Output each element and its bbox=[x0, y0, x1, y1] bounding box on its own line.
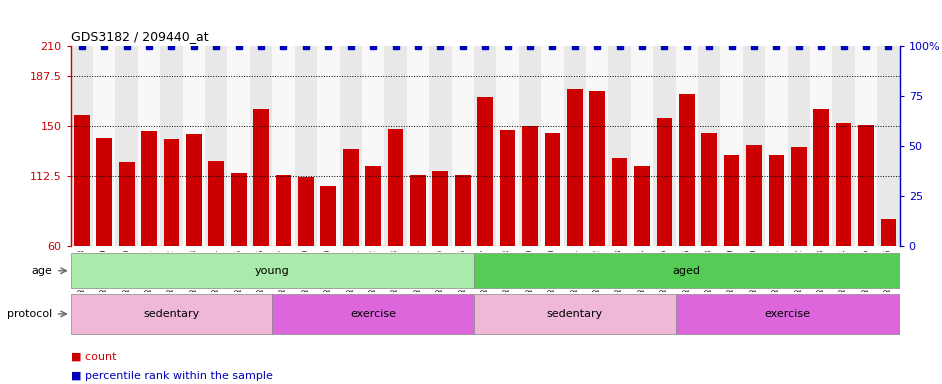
Bar bbox=[698, 46, 721, 246]
Bar bbox=[71, 46, 93, 246]
Bar bbox=[544, 132, 560, 326]
Bar bbox=[253, 109, 268, 326]
Bar bbox=[276, 175, 291, 326]
Bar bbox=[339, 46, 362, 246]
Bar bbox=[474, 294, 675, 334]
Bar bbox=[791, 147, 806, 326]
Bar bbox=[141, 131, 157, 326]
Bar bbox=[675, 46, 698, 246]
Bar bbox=[657, 118, 673, 326]
Text: exercise: exercise bbox=[765, 309, 810, 319]
Bar bbox=[496, 46, 519, 246]
Bar bbox=[563, 46, 586, 246]
Bar bbox=[522, 126, 538, 326]
Text: aged: aged bbox=[673, 266, 701, 276]
Bar bbox=[702, 132, 717, 326]
Bar bbox=[74, 115, 89, 326]
Bar bbox=[138, 46, 160, 246]
Bar bbox=[295, 46, 317, 246]
Bar bbox=[186, 134, 202, 326]
Bar bbox=[519, 46, 541, 246]
Bar bbox=[410, 175, 426, 326]
Bar bbox=[365, 166, 381, 326]
Bar bbox=[609, 46, 631, 246]
Bar bbox=[810, 46, 833, 246]
Text: GDS3182 / 209440_at: GDS3182 / 209440_at bbox=[71, 30, 208, 43]
Text: ■ percentile rank within the sample: ■ percentile rank within the sample bbox=[71, 371, 272, 381]
Bar bbox=[432, 171, 448, 326]
Bar bbox=[388, 129, 403, 326]
Bar bbox=[71, 294, 272, 334]
Bar bbox=[227, 46, 250, 246]
Bar bbox=[746, 145, 762, 326]
Bar bbox=[71, 253, 474, 288]
Bar bbox=[474, 46, 496, 246]
Bar bbox=[813, 109, 829, 326]
Bar bbox=[631, 46, 653, 246]
Text: protocol: protocol bbox=[8, 309, 53, 319]
Bar bbox=[675, 294, 900, 334]
Text: ■ count: ■ count bbox=[71, 352, 116, 362]
Bar bbox=[250, 46, 272, 246]
Text: sedentary: sedentary bbox=[143, 309, 200, 319]
Text: exercise: exercise bbox=[350, 309, 396, 319]
Bar bbox=[272, 46, 295, 246]
Bar bbox=[679, 94, 694, 326]
Bar bbox=[430, 46, 451, 246]
Bar bbox=[836, 123, 852, 326]
Text: young: young bbox=[255, 266, 289, 276]
Bar bbox=[272, 294, 474, 334]
Bar bbox=[474, 253, 900, 288]
Bar bbox=[634, 166, 650, 326]
Bar bbox=[743, 46, 765, 246]
Bar bbox=[451, 46, 474, 246]
Text: sedentary: sedentary bbox=[546, 309, 603, 319]
Bar bbox=[881, 219, 896, 326]
Bar bbox=[478, 97, 493, 326]
Bar bbox=[541, 46, 563, 246]
Bar bbox=[765, 46, 788, 246]
Bar bbox=[317, 46, 339, 246]
Bar bbox=[231, 172, 247, 326]
Bar bbox=[362, 46, 384, 246]
Bar bbox=[407, 46, 430, 246]
Bar bbox=[343, 149, 359, 326]
Bar bbox=[455, 175, 471, 326]
Bar bbox=[877, 46, 900, 246]
Bar bbox=[788, 46, 810, 246]
Bar bbox=[653, 46, 675, 246]
Bar bbox=[723, 155, 739, 326]
Bar bbox=[96, 138, 112, 326]
Bar bbox=[769, 155, 785, 326]
Bar bbox=[183, 46, 205, 246]
Bar bbox=[208, 161, 224, 326]
Bar bbox=[298, 177, 314, 326]
Bar bbox=[858, 125, 874, 326]
Bar bbox=[611, 158, 627, 326]
Bar bbox=[320, 186, 336, 326]
Bar bbox=[160, 46, 183, 246]
Bar bbox=[116, 46, 138, 246]
Bar bbox=[854, 46, 877, 246]
Bar bbox=[93, 46, 116, 246]
Bar bbox=[499, 130, 515, 326]
Bar bbox=[164, 139, 179, 326]
Bar bbox=[384, 46, 407, 246]
Bar bbox=[590, 91, 605, 326]
Bar bbox=[567, 89, 582, 326]
Bar bbox=[119, 162, 135, 326]
Bar bbox=[721, 46, 743, 246]
Bar bbox=[205, 46, 227, 246]
Bar bbox=[833, 46, 854, 246]
Bar bbox=[586, 46, 609, 246]
Text: age: age bbox=[31, 266, 53, 276]
